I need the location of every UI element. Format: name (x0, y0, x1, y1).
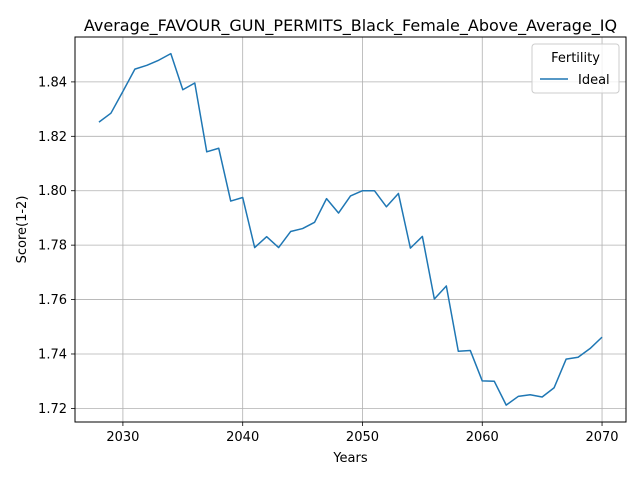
legend-title: Fertility (551, 51, 600, 66)
grid (75, 37, 626, 422)
y-tick-label: 1.84 (38, 75, 67, 90)
x-tick-label: 2040 (226, 430, 259, 445)
legend: Fertility Ideal (531, 43, 620, 94)
legend-label-ideal: Ideal (578, 73, 610, 88)
x-tick-label: 2060 (466, 430, 499, 445)
y-tick-label: 1.82 (38, 130, 67, 145)
y-tick-label: 1.80 (38, 184, 67, 199)
x-tick-label: 2030 (106, 430, 139, 445)
x-axis-label: Years (332, 451, 368, 466)
y-tick-label: 1.74 (38, 347, 67, 362)
y-tick-label: 1.72 (38, 402, 67, 417)
legend-box (531, 43, 620, 94)
y-tick-label: 1.76 (38, 293, 67, 308)
x-axis: 2030 2040 2050 2060 2070 (106, 422, 619, 445)
x-tick-label: 2050 (346, 430, 379, 445)
series-layer (98, 52, 603, 406)
x-tick-label: 2070 (585, 430, 618, 445)
series-line-ideal (98, 52, 603, 406)
y-axis-label: Score(1-2) (15, 196, 30, 264)
plot-frame (74, 36, 627, 423)
chart-title: Average_FAVOUR_GUN_PERMITS_Black_Female_… (84, 16, 617, 36)
y-axis: 1.72 1.74 1.76 1.78 1.80 1.82 1.84 (38, 75, 75, 417)
y-tick-label: 1.78 (38, 239, 67, 254)
